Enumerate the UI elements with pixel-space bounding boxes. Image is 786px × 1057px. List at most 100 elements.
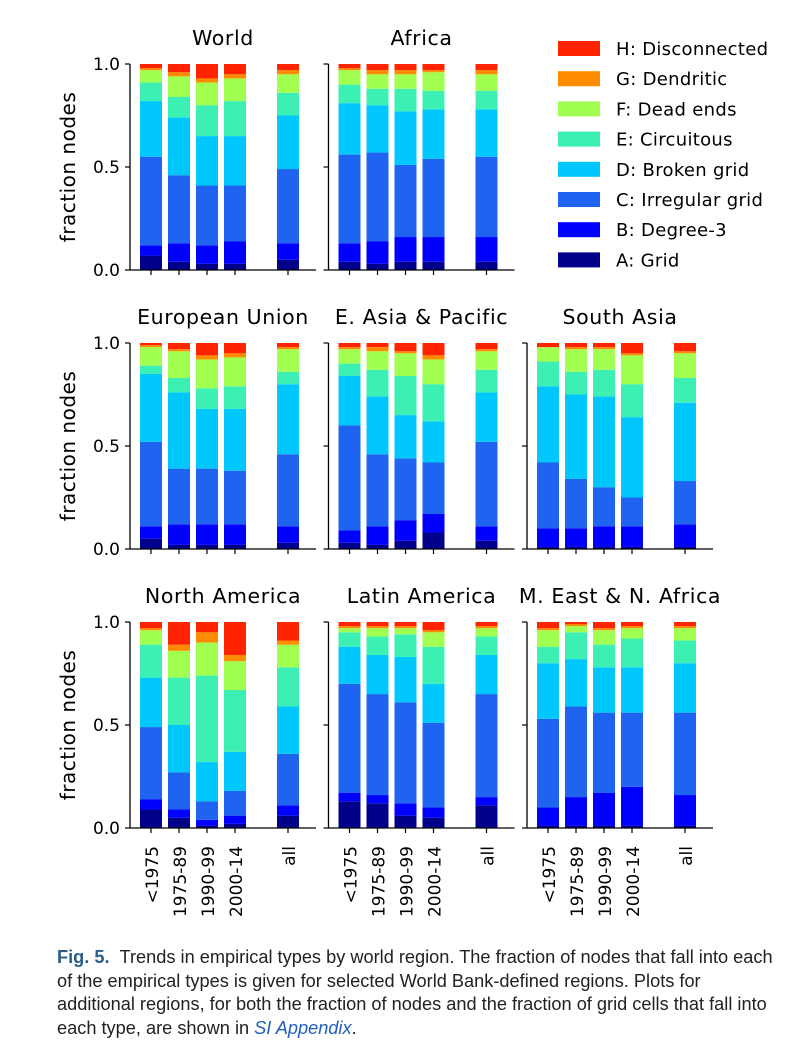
legend-label-a-grid: A: Grid [616,250,680,271]
bar-e-asia-pacific-2000-14-a-grid [422,532,445,549]
bar-european-union-2000-14-a-grid [224,544,246,549]
bar-world-1975-e-circuitous [140,82,162,102]
legend-swatch-h-disconnected [558,41,600,56]
bar-south-asia-1975-e-circuitous [537,361,559,387]
bar-africa-1975-89-g-dendritic [366,70,389,75]
bar-m-east-n-africa-2000-14-a-grid [621,825,643,828]
bar-south-asia-1975-89-f-dead-ends [565,349,587,372]
bar-european-union-1975-c-irregular-grid [140,441,162,527]
bar-africa-1975-c-irregular-grid [338,154,361,244]
bar-south-asia-1990-99-d-broken-grid [593,396,615,488]
bar-e-asia-pacific-2000-14-g-dendritic [422,355,445,360]
bar-m-east-n-africa-all-c-irregular-grid [674,712,696,796]
bar-latin-america-2000-14-h-disconnected [422,622,445,631]
bar-latin-america-1975-d-broken-grid [338,646,361,684]
bar-e-asia-pacific-all-e-circuitous [475,369,498,393]
bar-latin-america-2000-14-e-circuitous [422,646,445,684]
bar-north-america-all-g-dendritic [277,640,299,645]
bar-north-america-1990-99-f-dead-ends [196,642,218,676]
y-tick-label: 0.0 [93,540,120,560]
bar-world-1990-99-c-irregular-grid [196,185,218,246]
bar-world-2000-14-g-dendritic [224,74,246,79]
bar-south-asia-1975-89-c-irregular-grid [565,478,587,529]
bar-latin-america-1975-89-e-circuitous [366,636,389,655]
x-tick-label: all [280,846,300,866]
legend-label-b-degree-3: B: Degree-3 [616,220,727,241]
bar-world-2000-14-h-disconnected [224,64,246,75]
bar-north-america-all-b-degree-3 [277,805,299,816]
bar-m-east-n-africa-1990-99-h-disconnected [593,622,615,629]
figure-label: Fig. 5. [57,947,110,967]
y-tick-label: 0.5 [93,716,120,736]
bar-latin-america-1975-b-degree-3 [338,792,361,802]
bar-africa-1975-89-a-grid [366,263,389,270]
panel-title-north-america: North America [145,584,301,608]
bar-european-union-2000-14-b-degree-3 [224,524,246,545]
bar-south-asia-1975-a-grid [537,546,559,549]
bar-africa-1990-99-f-dead-ends [394,74,417,89]
bar-m-east-n-africa-1975-e-circuitous [537,646,559,664]
legend-label-g-dendritic: G: Dendritic [616,69,727,90]
bar-m-east-n-africa-1975-d-broken-grid [537,663,559,719]
si-appendix-link[interactable]: SI Appendix [254,1017,352,1038]
bar-south-asia-1990-99-b-degree-3 [593,526,615,547]
bar-africa-1975-89-f-dead-ends [366,74,389,89]
bar-north-america-all-c-irregular-grid [277,753,299,806]
bar-africa-all-c-irregular-grid [475,156,498,238]
bar-south-asia-all-a-grid [674,546,696,549]
x-tick-label: 2000-14 [624,846,644,917]
bar-north-america-1990-99-c-irregular-grid [196,801,218,820]
bar-world-1975-89-c-irregular-grid [168,175,190,244]
bar-latin-america-all-h-disconnected [475,622,498,627]
bar-world-1975-h-disconnected [140,64,162,69]
bar-m-east-n-africa-1990-99-d-broken-grid [593,667,615,713]
bar-m-east-n-africa-1975-89-h-disconnected [565,622,587,625]
bar-world-all-h-disconnected [277,64,299,71]
bar-e-asia-pacific-1975-89-c-irregular-grid [366,454,389,527]
bar-european-union-all-h-disconnected [277,343,299,348]
bar-world-all-g-dendritic [277,70,299,75]
bar-european-union-1975-89-g-dendritic [168,349,190,352]
bar-south-asia-all-e-circuitous [674,378,696,403]
bar-south-asia-1975-89-d-broken-grid [565,394,587,479]
bar-latin-america-1990-99-e-circuitous [394,634,417,658]
bar-european-union-2000-14-e-circuitous [224,386,246,409]
bar-european-union-all-c-irregular-grid [277,454,299,527]
x-tick-label: 1990-99 [398,846,418,917]
bar-africa-all-h-disconnected [475,64,498,71]
bar-e-asia-pacific-1975-g-dendritic [338,347,361,350]
bar-world-1990-99-b-degree-3 [196,245,218,264]
bar-north-america-1975-e-circuitous [140,644,162,678]
bar-e-asia-pacific-1975-89-e-circuitous [366,369,389,397]
bar-north-america-1975-89-g-dendritic [168,644,190,651]
bar-m-east-n-africa-1975-g-dendritic [537,628,559,631]
bar-european-union-1990-99-g-dendritic [196,355,218,360]
bar-world-1975-89-d-broken-grid [168,117,190,176]
bar-south-asia-2000-14-a-grid [621,546,643,549]
bar-south-asia-1990-99-c-irregular-grid [593,487,615,527]
bar-africa-2000-14-e-circuitous [422,90,445,110]
bar-africa-1975-h-disconnected [338,64,361,69]
bar-latin-america-1990-99-c-irregular-grid [394,702,417,804]
bar-e-asia-pacific-1975-a-grid [338,542,361,549]
bar-european-union-all-a-grid [277,542,299,549]
bar-e-asia-pacific-1975-89-b-degree-3 [366,526,389,545]
bar-africa-all-f-dead-ends [475,74,498,91]
bar-e-asia-pacific-1975-c-irregular-grid [338,425,361,531]
bar-european-union-1975-89-e-circuitous [168,378,190,393]
bar-m-east-n-africa-1990-99-b-degree-3 [593,792,615,826]
bar-world-all-f-dead-ends [277,74,299,93]
bar-north-america-1975-89-h-disconnected [168,622,190,645]
bar-africa-1990-99-c-irregular-grid [394,164,417,238]
bar-africa-1975-g-dendritic [338,68,361,71]
bar-e-asia-pacific-all-c-irregular-grid [475,441,498,527]
legend-swatch-g-dendritic [558,71,600,87]
bar-european-union-1990-99-c-irregular-grid [196,468,218,525]
bar-e-asia-pacific-1990-99-b-degree-3 [394,520,417,541]
bar-africa-all-d-broken-grid [475,109,498,157]
legend-swatch-e-circuitous [558,131,600,147]
figure-caption: Fig. 5. Trends in empirical types by worl… [57,946,777,1040]
bar-south-asia-1975-89-g-dendritic [565,347,587,350]
bar-european-union-1975-g-dendritic [140,345,162,348]
bar-north-america-all-h-disconnected [277,622,299,641]
